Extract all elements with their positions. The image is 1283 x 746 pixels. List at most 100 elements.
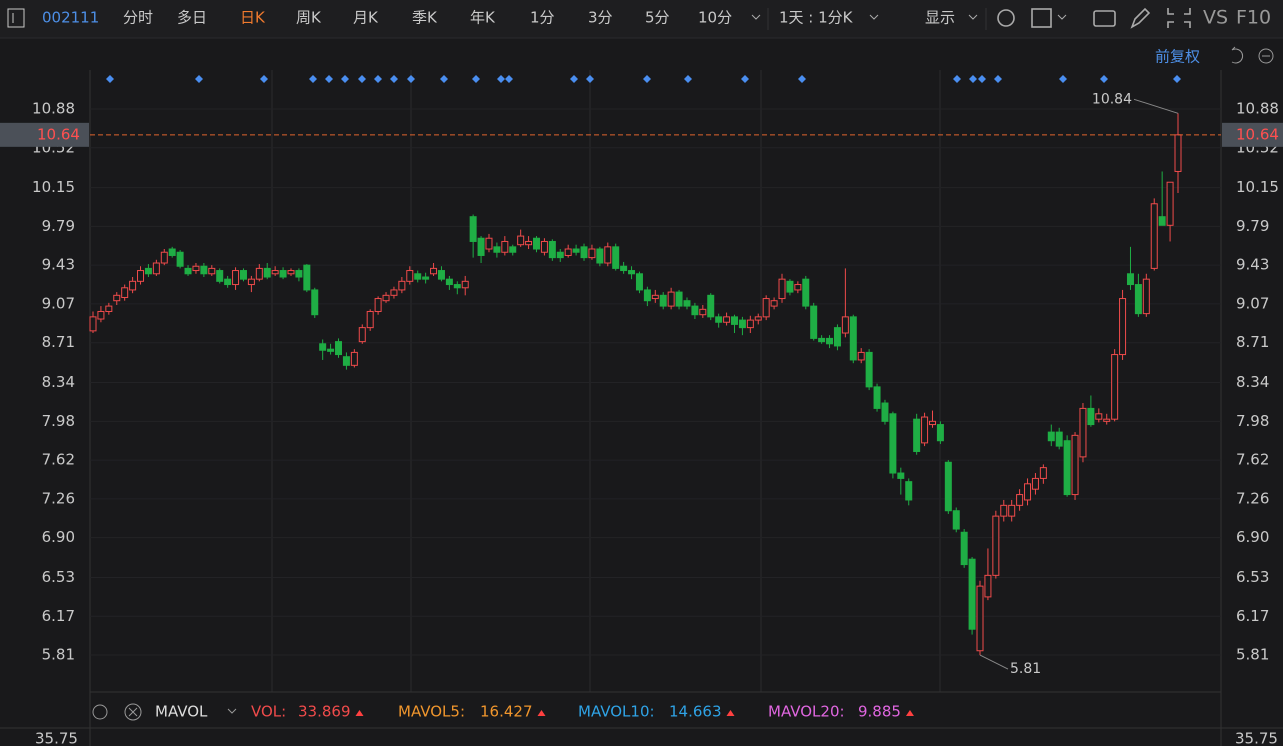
box-icon[interactable] bbox=[1031, 8, 1052, 28]
indicator-dropdown[interactable] bbox=[227, 708, 237, 714]
indicator-settings[interactable] bbox=[92, 704, 108, 720]
period-tab[interactable]: 3分 bbox=[588, 9, 613, 27]
vertical-grid bbox=[271, 70, 941, 692]
event-marker[interactable] bbox=[586, 75, 594, 83]
event-marker[interactable] bbox=[741, 75, 749, 83]
candle-body bbox=[358, 327, 366, 343]
candle-body bbox=[224, 278, 232, 286]
candle-body bbox=[897, 472, 905, 479]
event-marker[interactable] bbox=[1100, 75, 1108, 83]
period-tab[interactable]: 多日 bbox=[177, 9, 207, 27]
candle-body bbox=[232, 270, 240, 286]
event-marker[interactable] bbox=[260, 75, 268, 83]
settings-icon[interactable] bbox=[997, 9, 1015, 27]
candle-body bbox=[984, 574, 992, 598]
event-marker[interactable] bbox=[440, 75, 448, 83]
event-marker[interactable] bbox=[978, 75, 986, 83]
period-tab[interactable]: 1分 bbox=[530, 9, 555, 27]
candle-body bbox=[667, 291, 675, 307]
candle-body bbox=[192, 265, 200, 272]
trend-up-icon bbox=[726, 710, 735, 716]
event-marker[interactable] bbox=[969, 75, 977, 83]
candle-body bbox=[588, 248, 596, 259]
event-marker[interactable] bbox=[1173, 75, 1181, 83]
candle-body bbox=[889, 413, 897, 474]
candle-body bbox=[881, 402, 889, 422]
pen-icon[interactable] bbox=[1130, 7, 1151, 29]
candle-body bbox=[683, 300, 691, 307]
event-marker[interactable] bbox=[195, 75, 203, 83]
event-marker[interactable] bbox=[325, 75, 333, 83]
candle-body bbox=[936, 424, 944, 442]
candle-body bbox=[1000, 504, 1008, 517]
candle-body bbox=[335, 341, 343, 356]
candle-body bbox=[1031, 477, 1039, 490]
event-marker[interactable] bbox=[374, 75, 382, 83]
candle-body bbox=[992, 515, 1000, 576]
event-marker[interactable] bbox=[798, 75, 806, 83]
candle-body bbox=[1119, 298, 1127, 356]
period-tab[interactable]: 10分 bbox=[698, 9, 732, 27]
event-marker[interactable] bbox=[358, 75, 366, 83]
period-tab[interactable]: 月K bbox=[353, 9, 379, 27]
event-marker[interactable] bbox=[505, 75, 513, 83]
event-marker[interactable] bbox=[994, 75, 1002, 83]
candle-body bbox=[168, 248, 176, 256]
period-tab[interactable]: 日K bbox=[240, 9, 266, 27]
candle-body bbox=[295, 270, 303, 278]
event-marker[interactable] bbox=[953, 75, 961, 83]
minus-icon[interactable] bbox=[1258, 48, 1274, 64]
candle-body bbox=[279, 270, 287, 278]
indicator-name[interactable]: MAVOL bbox=[155, 703, 208, 721]
candle-body bbox=[113, 294, 121, 302]
candle-body bbox=[857, 351, 865, 361]
f10-button[interactable]: F10 bbox=[1236, 7, 1271, 29]
candle-body bbox=[176, 251, 184, 267]
candle-body bbox=[1024, 483, 1032, 501]
y-tick-label-right: 6.17 bbox=[1236, 607, 1269, 625]
candle-body bbox=[556, 251, 564, 259]
candle-body bbox=[865, 351, 873, 388]
reset-icon[interactable] bbox=[1231, 46, 1244, 64]
period-tab[interactable]: 分时 bbox=[123, 9, 153, 27]
display-menu[interactable]: 显示 bbox=[925, 9, 955, 27]
vs-button[interactable]: VS bbox=[1203, 7, 1228, 29]
candle-body bbox=[540, 240, 548, 253]
menu-icon[interactable] bbox=[7, 8, 25, 28]
period-tab[interactable]: 5分 bbox=[645, 9, 670, 27]
event-marker[interactable] bbox=[570, 75, 578, 83]
high-label: 10.84 bbox=[1092, 91, 1132, 107]
candle-body bbox=[564, 248, 572, 256]
y-tick-label-right: 8.71 bbox=[1236, 333, 1269, 351]
candle-body bbox=[374, 298, 382, 312]
candle-body bbox=[754, 316, 762, 321]
event-marker[interactable] bbox=[497, 75, 505, 83]
event-marker[interactable] bbox=[341, 75, 349, 83]
candle-body bbox=[675, 291, 683, 307]
period-tab[interactable]: 季K bbox=[412, 9, 438, 27]
event-marker[interactable] bbox=[643, 75, 651, 83]
fullscreen-icon[interactable] bbox=[1167, 8, 1191, 28]
period-tab[interactable]: 周K bbox=[296, 9, 322, 27]
candle-body bbox=[255, 267, 263, 280]
event-marker[interactable] bbox=[1059, 75, 1067, 83]
event-marker[interactable] bbox=[106, 75, 114, 83]
event-marker[interactable] bbox=[684, 75, 692, 83]
candle-body bbox=[699, 308, 707, 316]
stock-code[interactable]: 002111 bbox=[42, 9, 99, 27]
adjust-label[interactable]: 前复权 bbox=[1155, 48, 1200, 66]
event-marker[interactable] bbox=[309, 75, 317, 83]
period-select[interactable]: 1天 : 1分K bbox=[779, 9, 854, 27]
candle-body bbox=[517, 235, 525, 246]
candle-body bbox=[707, 294, 715, 318]
candle-body bbox=[604, 246, 612, 264]
event-marker[interactable] bbox=[472, 75, 480, 83]
event-marker[interactable] bbox=[407, 75, 415, 83]
indicator-close[interactable] bbox=[124, 703, 142, 721]
candle-body bbox=[89, 316, 97, 332]
candle-body bbox=[1111, 354, 1119, 420]
camera-icon[interactable] bbox=[1093, 10, 1116, 27]
period-tab[interactable]: 年K bbox=[470, 9, 496, 27]
candle-body bbox=[762, 298, 770, 318]
event-marker[interactable] bbox=[390, 75, 398, 83]
